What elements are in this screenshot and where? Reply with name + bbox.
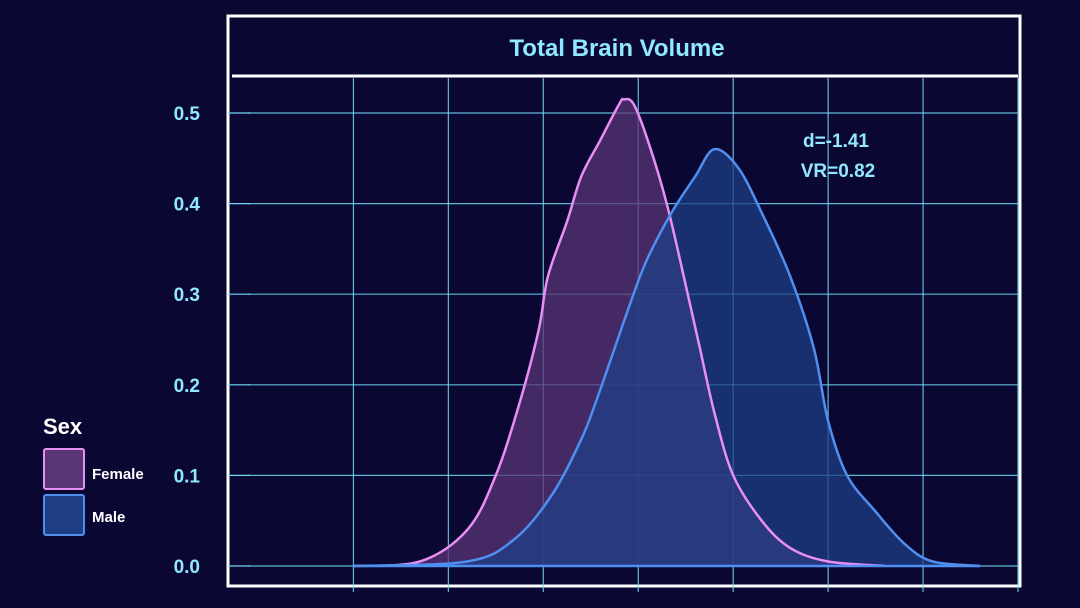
variance-ratio-label: VR=0.82: [801, 161, 875, 182]
effect-size-label: d=-1.41: [803, 131, 869, 152]
y-axis: 0.0 0.1 0.2 0.3 0.4 0.5: [174, 104, 250, 578]
legend-label-male: Male: [92, 509, 125, 526]
legend-swatch-female: [43, 448, 85, 490]
density-line-male: [353, 147, 981, 568]
y-tick-label: 0.1: [174, 466, 201, 487]
series-layer: [353, 97, 981, 568]
chart-title: Total Brain Volume: [509, 35, 724, 62]
density-line-female: [353, 97, 886, 568]
y-tick-label: 0.5: [174, 104, 201, 125]
legend-title: Sex: [43, 414, 83, 439]
y-tick-label: 0.2: [174, 376, 200, 397]
legend-label-female: Female: [92, 466, 144, 483]
y-tick-label: 0.0: [174, 557, 200, 578]
plot-frame: [226, 14, 1022, 588]
legend: Sex Female Male: [43, 414, 144, 536]
y-tick-label: 0.4: [174, 195, 201, 216]
density-area-male: [353, 149, 980, 566]
legend-swatch-male: [43, 494, 85, 536]
y-tick-label: 0.3: [174, 285, 200, 306]
